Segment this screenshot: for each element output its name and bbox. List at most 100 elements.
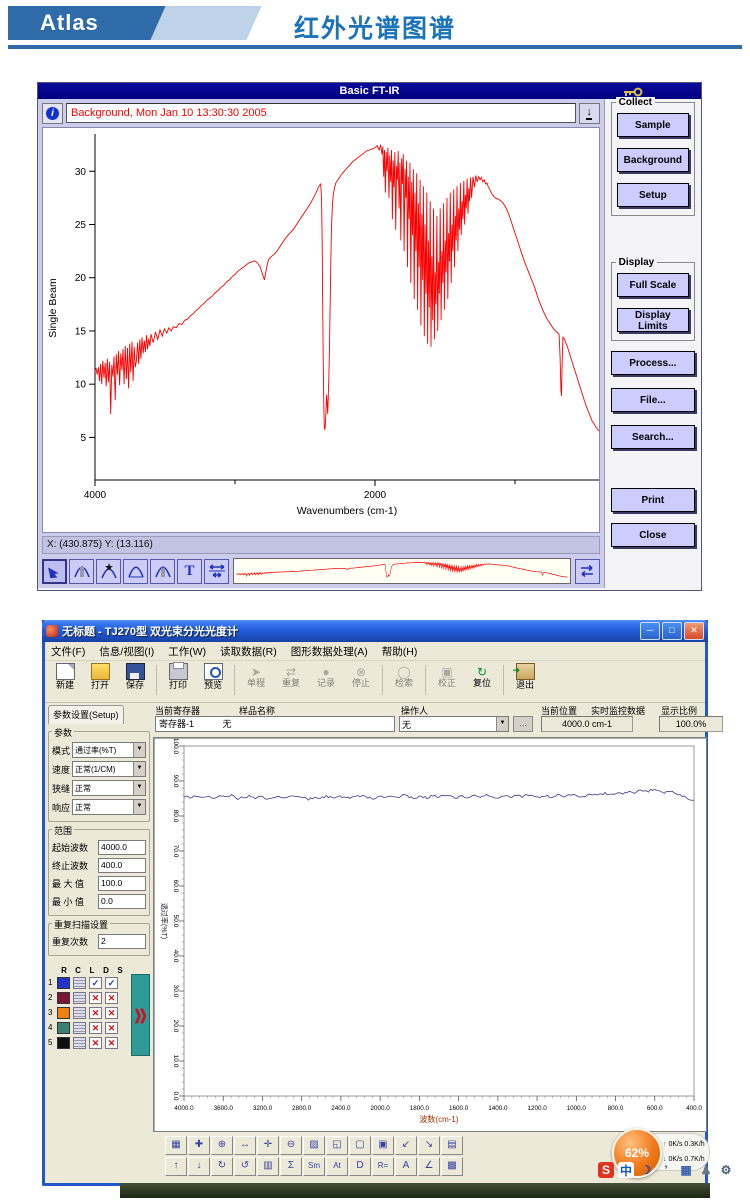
search-button[interactable]: Search... — [610, 425, 695, 449]
color-swatch[interactable] — [57, 991, 70, 1004]
menu-help[interactable]: 帮助(H) — [381, 645, 418, 658]
graph-tool-button[interactable]: ∠ — [418, 1157, 440, 1176]
peak-pick-tool[interactable] — [96, 558, 121, 584]
register-sample-field[interactable]: 寄存器-1 无 — [155, 716, 395, 732]
graph-tool-button[interactable]: A — [395, 1157, 417, 1176]
crossed-box-icon[interactable]: ✕ — [105, 991, 118, 1004]
open-button[interactable]: 打开 — [84, 663, 116, 690]
tray-icon[interactable]: ▦ — [680, 1163, 692, 1177]
menu-work[interactable]: 工作(W) — [168, 645, 207, 658]
spectrum-title-combobox[interactable]: Background, Mon Jan 10 13:30:30 2005 — [66, 103, 576, 123]
graph-tool-button[interactable]: ⊕ — [211, 1136, 233, 1155]
exit-button[interactable]: 退出 — [509, 663, 541, 690]
tray-icon[interactable]: 中 — [618, 1162, 634, 1178]
tab-setup[interactable]: 参数设置(Setup) — [48, 705, 124, 724]
tray-icon[interactable]: S — [598, 1162, 614, 1178]
mode-select[interactable]: 通过率(%T) ▼ — [72, 742, 146, 758]
min-value-field[interactable]: 0.0 — [98, 894, 146, 909]
line-style-icon[interactable] — [73, 1006, 86, 1019]
repeat-scan-button[interactable]: ⇄ 重复 — [281, 665, 300, 688]
record-button[interactable]: ● 记录 — [316, 665, 335, 688]
menu-graph-processing[interactable]: 图形数据处理(A) — [290, 645, 368, 658]
spectrum-info-button[interactable]: i — [42, 103, 63, 124]
graph-tool-button[interactable]: ◱ — [326, 1136, 348, 1155]
close-button[interactable]: Close — [610, 523, 695, 547]
graph-tool-button[interactable]: ▣ — [372, 1136, 394, 1155]
crossed-box-icon[interactable]: ✕ — [105, 1006, 118, 1019]
swap-scroll-tool[interactable] — [574, 558, 600, 584]
minimize-button[interactable]: ─ — [640, 622, 660, 640]
print-button-tj[interactable]: 打印 — [162, 662, 194, 690]
crossed-box-icon[interactable]: ✕ — [89, 1006, 102, 1019]
spectrum-dropdown-button[interactable]: ↓ — [578, 103, 600, 124]
tray-icon[interactable]: ☽ — [640, 1163, 652, 1177]
graph-tool-button[interactable]: At — [326, 1157, 348, 1176]
more-button[interactable]: ... — [513, 716, 533, 732]
graph-tool-button[interactable]: Σ — [280, 1157, 302, 1176]
graph-tool-button[interactable]: ↙ — [395, 1136, 417, 1155]
graph-tool-button[interactable]: ▩ — [441, 1157, 463, 1176]
graph-tool-button[interactable]: ✛ — [257, 1136, 279, 1155]
crossed-box-icon[interactable]: ✕ — [89, 991, 102, 1004]
tray-icon[interactable]: ’ — [664, 1163, 668, 1177]
graph-tool-button[interactable]: ↓ — [188, 1157, 210, 1176]
save-button[interactable]: 保存 — [119, 663, 151, 690]
stop-button[interactable]: ⊗ 停止 — [351, 665, 370, 688]
menu-info-view[interactable]: 信息/视图(I) — [99, 645, 155, 658]
graph-tool-button[interactable]: Sm — [303, 1157, 325, 1176]
maximize-button[interactable]: □ — [662, 622, 682, 640]
sample-button[interactable]: Sample — [616, 113, 689, 137]
graph-tool-button[interactable]: ↑ — [165, 1157, 187, 1176]
speed-select[interactable]: 正常(1/CM) ▼ — [72, 761, 146, 777]
checked-box-icon[interactable]: ✓ — [89, 976, 102, 989]
graph-tool-button[interactable]: ▥ — [257, 1157, 279, 1176]
tj270-spectrum-chart[interactable]: 0.0 10.0 20.0 30.0 40.0 50.0 60.0 70.0 80.0 90.0 1… — [153, 737, 707, 1132]
color-swatch[interactable] — [57, 1006, 70, 1019]
line-style-icon[interactable] — [73, 1036, 86, 1049]
process-button[interactable]: Process... — [610, 351, 695, 375]
single-scan-button[interactable]: ➤ 单程 — [246, 665, 265, 688]
menu-read-data[interactable]: 读取数据(R) — [220, 645, 277, 658]
ftir-titlebar[interactable]: Basic FT-IR — [38, 83, 701, 99]
line-style-icon[interactable] — [73, 976, 86, 989]
graph-tool-button[interactable]: ▤ — [441, 1136, 463, 1155]
graph-tool-button[interactable]: ↘ — [418, 1136, 440, 1155]
crossed-box-icon[interactable]: ✕ — [89, 1036, 102, 1049]
display-limits-button[interactable]: Display Limits — [616, 308, 689, 332]
calibrate-button[interactable]: ▣ 校正 — [437, 665, 456, 688]
max-value-field[interactable]: 100.0 — [98, 876, 146, 891]
graph-tool-button[interactable]: ⊖ — [280, 1136, 302, 1155]
print-button[interactable]: Print — [610, 488, 695, 512]
graph-tool-button[interactable]: ✚ — [188, 1136, 210, 1155]
color-swatch[interactable] — [57, 976, 70, 989]
tray-icon[interactable]: ♟ — [700, 1163, 712, 1177]
menu-file[interactable]: 文件(F) — [51, 645, 86, 658]
graph-tool-button[interactable]: ▢ — [349, 1136, 371, 1155]
end-wavenumber-field[interactable]: 400.0 — [98, 858, 146, 873]
graph-tool-button[interactable]: ↔ — [234, 1136, 256, 1155]
graph-tool-button[interactable]: ↻ — [211, 1157, 233, 1176]
color-swatch[interactable] — [57, 1021, 70, 1034]
full-scale-button[interactable]: Full Scale — [616, 273, 689, 297]
reset-button[interactable]: ↻ 复位 — [472, 665, 491, 688]
graph-tool-button[interactable]: R= — [372, 1157, 394, 1176]
select-arrow-tool[interactable] — [42, 558, 67, 584]
preview-button[interactable]: 预览 — [197, 663, 229, 690]
graph-tool-button[interactable]: ▨ — [303, 1136, 325, 1155]
spectrum-overview-strip[interactable] — [233, 558, 571, 584]
color-swatch[interactable] — [57, 1036, 70, 1049]
expand-chevron-button[interactable]: » — [131, 974, 150, 1056]
checked-box-icon[interactable]: ✓ — [105, 976, 118, 989]
crossed-box-icon[interactable]: ✕ — [89, 1021, 102, 1034]
crossed-box-icon[interactable]: ✕ — [105, 1036, 118, 1049]
background-button[interactable]: Background — [616, 148, 689, 172]
file-button[interactable]: File... — [610, 388, 695, 412]
peak-fill-tool[interactable] — [150, 558, 175, 584]
peak-area-tool[interactable] — [123, 558, 148, 584]
tj270-titlebar[interactable]: 无标题 - TJ270型 双光束分光光度计 ─ □ ✕ — [42, 620, 708, 642]
start-wavenumber-field[interactable]: 4000.0 — [98, 840, 146, 855]
ftir-spectrum-chart[interactable]: 5 10 15 20 25 30 4000 2000 Wavenumbers (cm-1) Sin… — [42, 127, 600, 533]
new-button[interactable]: 新建 — [49, 663, 81, 690]
crossed-box-icon[interactable]: ✕ — [105, 1021, 118, 1034]
line-style-icon[interactable] — [73, 1021, 86, 1034]
